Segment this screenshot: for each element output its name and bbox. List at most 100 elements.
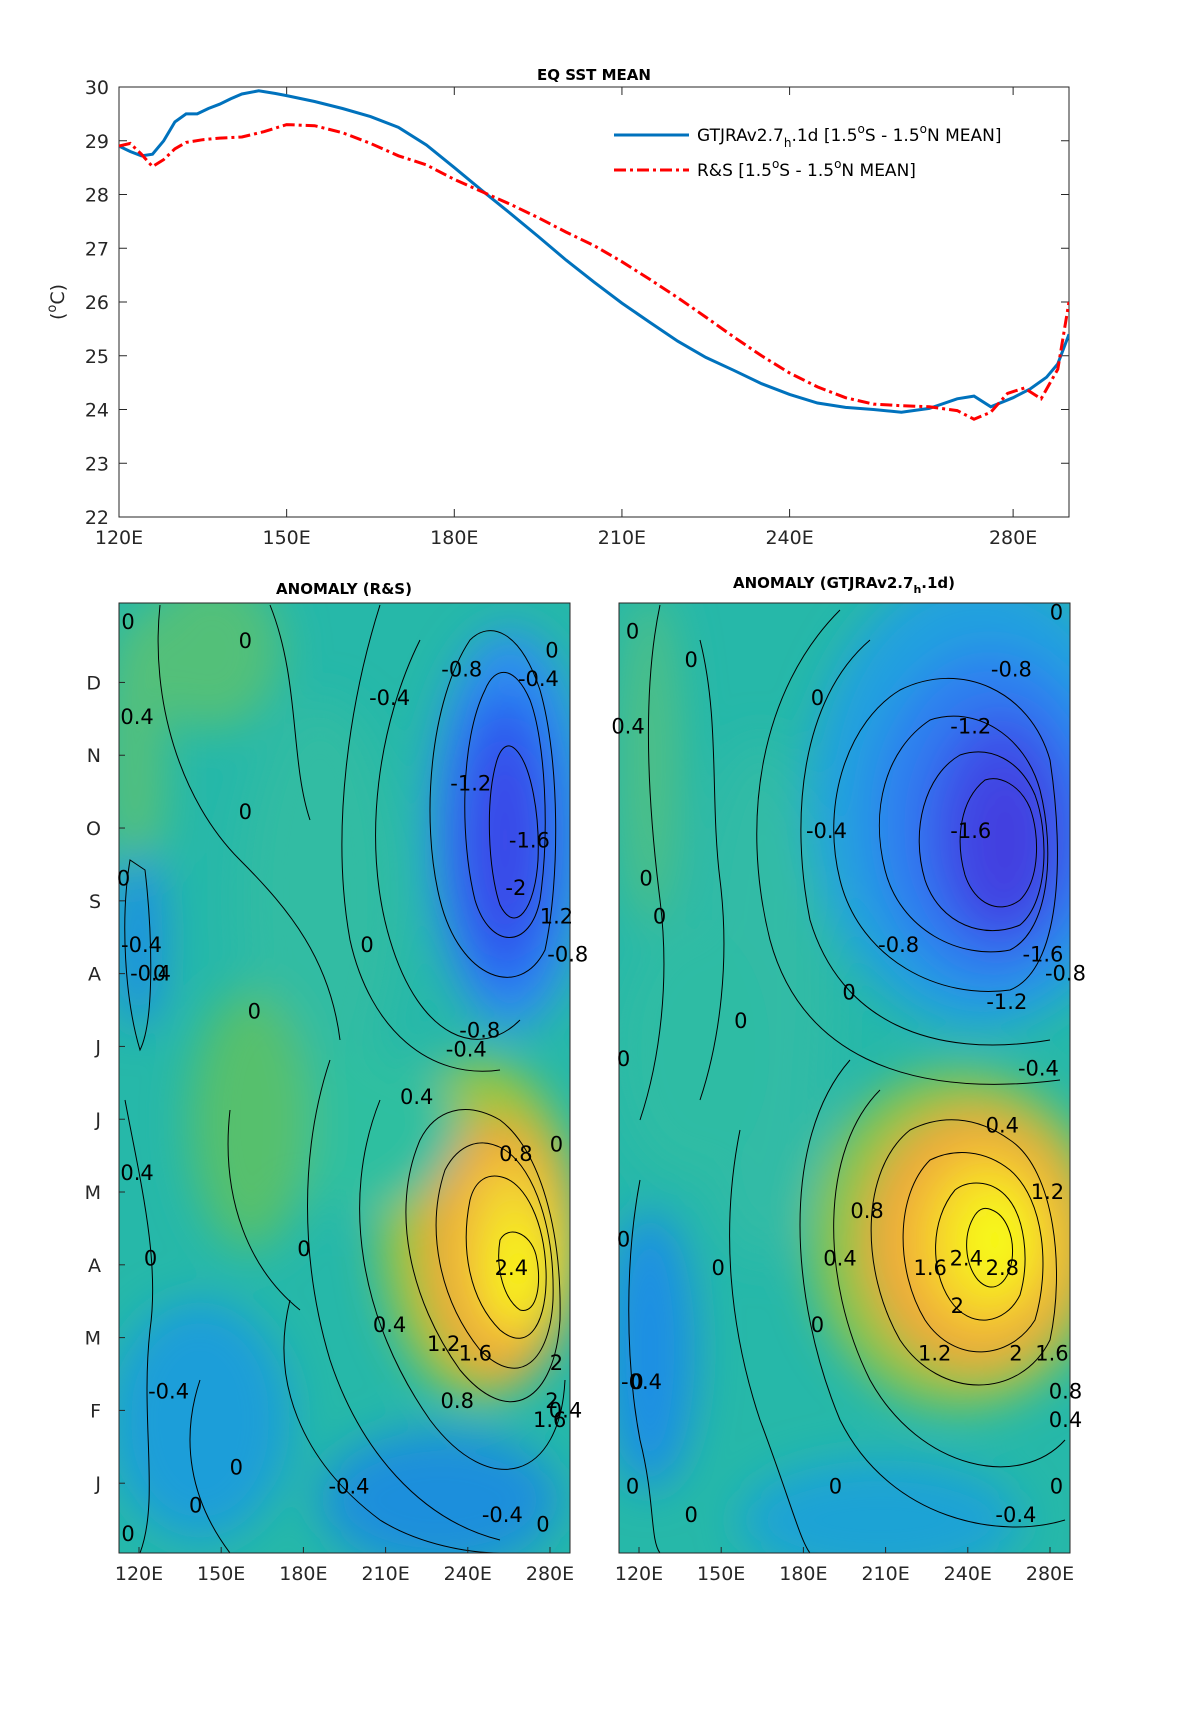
x-tick-label: 150E	[697, 1563, 745, 1585]
contour-label: 0	[153, 962, 166, 986]
contour-label: 0.4	[373, 1313, 406, 1337]
contour-label: 0	[684, 1503, 697, 1527]
contour-label: 2	[951, 1294, 964, 1318]
y-tick-label: J	[94, 1109, 101, 1131]
contour-label: 0.4	[823, 1247, 856, 1271]
x-tick-label: 120E	[95, 527, 143, 549]
contour-label: 0.8	[441, 1389, 474, 1413]
contour-label: 2.8	[986, 1256, 1019, 1280]
heatmap-field-rs	[119, 603, 570, 1553]
contour-label: 0	[121, 610, 134, 634]
chart-title: EQ SST MEAN	[537, 66, 651, 84]
y-tick-label: J	[94, 1036, 101, 1058]
contour-label: -1.6	[950, 819, 991, 843]
y-tick-label: O	[86, 818, 101, 840]
x-tick-label: 120E	[115, 1563, 163, 1585]
y-tick-label: 23	[85, 453, 109, 475]
y-tick-label: 24	[85, 400, 109, 422]
x-tick-label: 210E	[361, 1563, 409, 1585]
contour-label: 2.4	[495, 1256, 528, 1280]
contour-label: -0.4	[995, 1503, 1036, 1527]
y-axis-label: (oC)	[45, 284, 69, 320]
contour-label: 0	[626, 1475, 639, 1499]
contour-label: 0	[117, 867, 130, 891]
contour-label: 1.2	[1031, 1180, 1064, 1204]
contour-labels-rs: 00.40-0.4-0.8 -0.40-1.200-1.6-2-0.41.20 -0…	[117, 610, 588, 1546]
contour-label: 0.8	[850, 1199, 883, 1223]
contour-label: 0	[239, 800, 252, 824]
anomaly-rs-heatmap: ANOMALY (R&S)	[85, 580, 589, 1585]
contour-label: -0.8	[991, 658, 1032, 682]
contour-label: -0.4	[446, 1038, 487, 1062]
contour-label: 0.4	[986, 1114, 1019, 1138]
contour-label: 1.6	[533, 1408, 566, 1432]
x-axis: 120E 150E 180E 210E 240E 280E	[95, 87, 1037, 549]
contour-label: 0	[626, 620, 639, 644]
y-tick-label: 25	[85, 346, 109, 368]
contour-label: 0	[550, 1133, 563, 1157]
y-tick-label: 22	[85, 507, 109, 529]
y-tick-label: 29	[85, 131, 109, 153]
contour-label: -0.8	[459, 1019, 500, 1043]
x-tick-label: 280E	[1026, 1563, 1074, 1585]
plot-area	[118, 86, 1070, 518]
contour-label: 0	[653, 905, 666, 929]
x-tick-label: 210E	[598, 527, 646, 549]
x-tick-label: 150E	[197, 1563, 245, 1585]
contour-label: -0.8	[878, 933, 919, 957]
y-tick-label: N	[87, 745, 101, 767]
contour-label: 0.4	[120, 705, 153, 729]
contour-label: -1.6	[1022, 943, 1063, 967]
contour-label: 0.4	[1049, 1408, 1082, 1432]
contour-label: 0.4	[120, 1161, 153, 1185]
contour-label: 0.8	[1049, 1380, 1082, 1404]
contour-label: 0	[1050, 1475, 1063, 1499]
legend-entry-rs: R&S [1.5oS - 1.5oN MEAN]	[697, 157, 916, 181]
y-tick-label: A	[88, 1255, 101, 1277]
contour-lines-rs	[124, 604, 566, 1553]
contour-label: 0	[842, 981, 855, 1005]
legend-entry-gtjra: GTJRAv2.7h.1d [1.5oS - 1.5oN MEAN]	[697, 122, 1002, 150]
contour-lines-gtjra	[628, 604, 1066, 1553]
series-line-rs	[119, 123, 1069, 421]
contour-label: 0	[712, 1256, 725, 1280]
contour-label: -2	[505, 876, 526, 900]
contour-label: 0	[617, 1228, 630, 1252]
x-tick-label: 240E	[944, 1563, 992, 1585]
x-tick-label: 180E	[779, 1563, 827, 1585]
contour-label: 1.6	[913, 1256, 946, 1280]
y-tick-label: M	[85, 1328, 101, 1350]
x-tick-label: 150E	[263, 527, 311, 549]
anomaly-gtjra-heatmap: ANOMALY (GTJRAv2.7h.1d)	[611, 574, 1086, 1585]
y-tick-label: M	[85, 1182, 101, 1204]
contour-label: 2	[545, 1389, 558, 1413]
x-tick-label: 180E	[279, 1563, 327, 1585]
contour-label: 0	[545, 639, 558, 663]
x-axis-gtjra: 120E 150E 180E 210E 240E 280E	[615, 1547, 1074, 1585]
contour-label: 0	[144, 1247, 157, 1271]
contour-label: -0.4	[621, 1370, 662, 1394]
contour-label: -0.8	[1045, 962, 1086, 986]
contour-label: -1.2	[950, 715, 991, 739]
contour-label: -0.8	[441, 658, 482, 682]
contour-label: 0	[829, 1475, 842, 1499]
x-tick-label: 240E	[444, 1563, 492, 1585]
contour-label: 0.4	[400, 1085, 433, 1109]
contour-label: -1.2	[450, 772, 491, 796]
y-tick-label: J	[94, 1473, 101, 1495]
contour-label: 0	[811, 1313, 824, 1337]
x-tick-label: 240E	[765, 527, 813, 549]
contour-label: 0	[248, 1000, 261, 1024]
x-tick-label: 280E	[526, 1563, 574, 1585]
contour-label: 0.4	[611, 715, 644, 739]
heatmap-frame-rs	[118, 602, 571, 1554]
y-tick-label: F	[90, 1400, 101, 1422]
legend: GTJRAv2.7h.1d [1.5oS - 1.5oN MEAN] R&S […	[614, 122, 1002, 181]
contour-label: -0.4	[148, 1380, 189, 1404]
contour-label: 0	[639, 867, 652, 891]
contour-label: -0.4	[1018, 1057, 1059, 1081]
contour-label: -0.4	[130, 962, 171, 986]
contour-label: 1.2	[427, 1332, 460, 1356]
y-tick-label: D	[86, 672, 101, 694]
